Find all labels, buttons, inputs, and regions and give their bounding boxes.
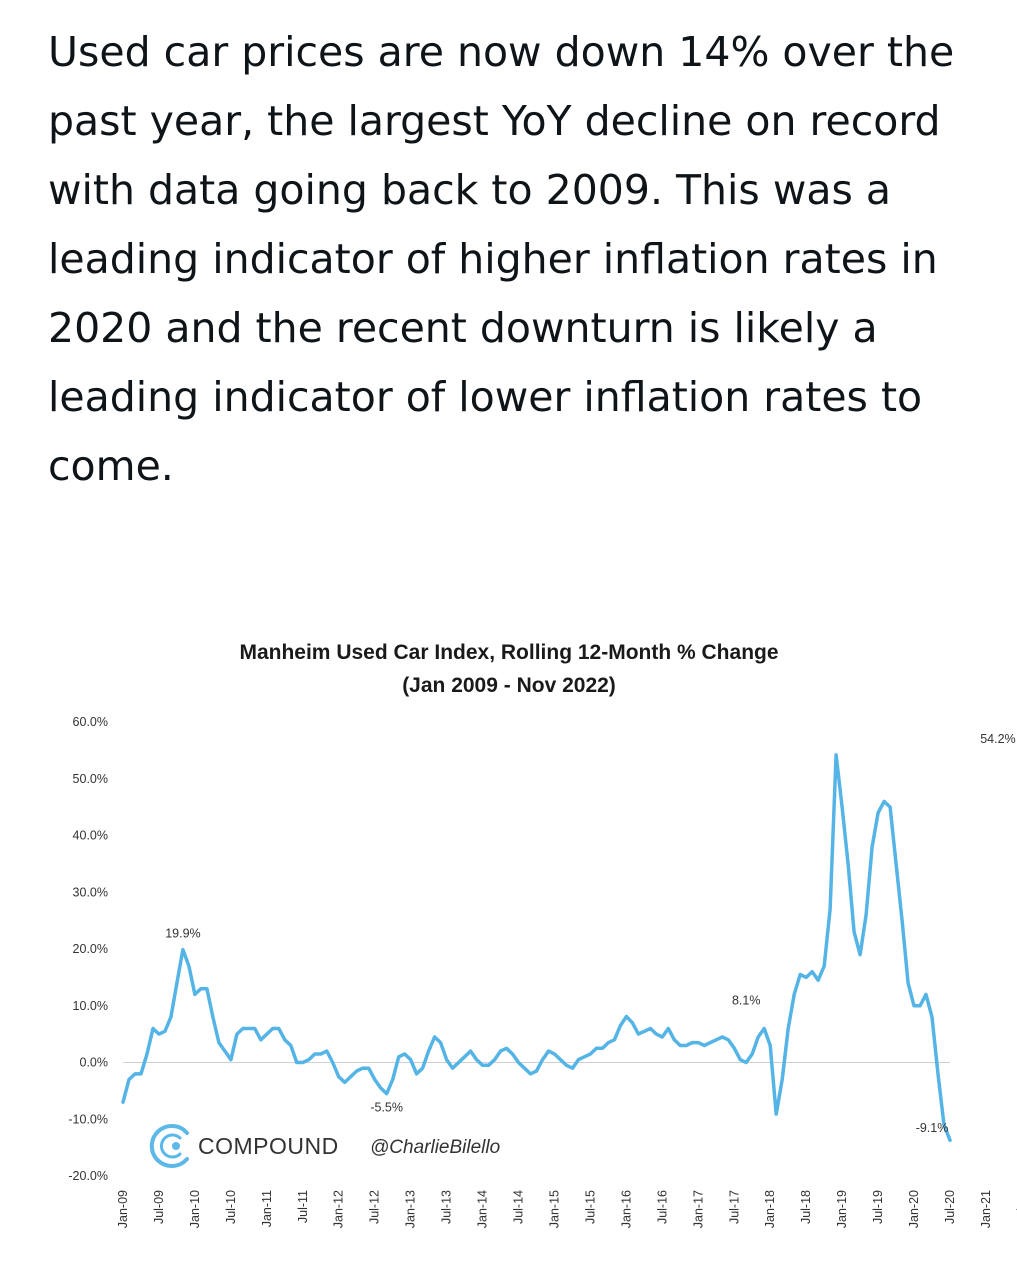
x-tick-label: Jan-15 xyxy=(547,1190,561,1228)
data-label: 19.9% xyxy=(165,927,200,941)
x-tick-label: Jul-19 xyxy=(871,1190,885,1224)
y-tick-label: 50.0% xyxy=(73,772,108,786)
tweet-text: Used car prices are now down 14% over th… xyxy=(48,28,955,490)
compound-logo-icon xyxy=(149,1124,189,1168)
chart-svg: Manheim Used Car Index, Rolling 12-Month… xyxy=(68,641,1017,1228)
data-label: 8.1% xyxy=(732,994,761,1008)
compound-watermark: COMPOUND @CharlieBilello xyxy=(149,1124,500,1168)
x-tick-label: Jan-14 xyxy=(476,1190,490,1228)
data-annotations: 19.9%-5.5%8.1%-9.1%54.2%-13.7% xyxy=(165,732,1015,1135)
x-tick-label: Jul-18 xyxy=(799,1190,813,1224)
y-tick-label: -10.0% xyxy=(68,1112,108,1126)
x-tick-label: Jul-16 xyxy=(655,1190,669,1224)
x-tick-label: Jan-11 xyxy=(260,1190,274,1227)
x-tick-label: Jul-20 xyxy=(943,1190,957,1224)
chart-container: Manheim Used Car Index, Rolling 12-Month… xyxy=(0,620,1017,1280)
x-tick-label: Jan-10 xyxy=(188,1190,202,1228)
series-line xyxy=(121,753,952,1142)
x-tick-label: Jul-14 xyxy=(512,1190,526,1224)
x-tick-label: Jan-16 xyxy=(619,1190,633,1228)
chart-subtitle: (Jan 2009 - Nov 2022) xyxy=(402,674,616,697)
x-tick-label: Jul-11 xyxy=(296,1190,310,1223)
x-tick-label: Jan-20 xyxy=(907,1190,921,1228)
x-tick-label: Jan-18 xyxy=(763,1190,777,1228)
x-tick-label: Jul-09 xyxy=(152,1190,166,1224)
x-tick-label: Jan-19 xyxy=(835,1190,849,1228)
data-label: -9.1% xyxy=(916,1121,949,1135)
y-axis-ticks: 60.0% 50.0% 40.0% 30.0% 20.0% 10.0% 0.0% -10.0%… xyxy=(68,715,108,1183)
x-axis-ticks: Jan-09 Jul-09 Jan-10 Jul-10 Jan-11 Jul-11 Jan-… xyxy=(116,1190,1017,1228)
y-tick-label: 60.0% xyxy=(73,715,108,729)
x-tick-label: Jul-17 xyxy=(727,1190,741,1224)
watermark-brand: COMPOUND xyxy=(198,1133,339,1159)
y-tick-label: 30.0% xyxy=(73,885,108,899)
watermark-handle: @CharlieBilello xyxy=(370,1137,500,1158)
x-tick-label: Jul-15 xyxy=(583,1190,597,1224)
x-tick-label: Jul-12 xyxy=(368,1190,382,1224)
x-tick-label: Jul-21 xyxy=(1015,1190,1017,1224)
y-tick-label: 20.0% xyxy=(73,942,108,956)
x-tick-label: Jan-21 xyxy=(979,1190,993,1228)
y-tick-label: 40.0% xyxy=(73,829,108,843)
x-tick-label: Jan-17 xyxy=(691,1190,705,1228)
x-tick-label: Jan-12 xyxy=(332,1190,346,1228)
chart-title: Manheim Used Car Index, Rolling 12-Month… xyxy=(239,641,778,664)
x-tick-label: Jul-13 xyxy=(440,1190,454,1224)
y-tick-label: 10.0% xyxy=(73,999,108,1013)
x-tick-label: Jul-10 xyxy=(224,1190,238,1224)
y-tick-label: -20.0% xyxy=(68,1169,108,1183)
x-tick-label: Jan-09 xyxy=(116,1190,130,1228)
data-label: 54.2% xyxy=(980,732,1015,746)
x-tick-label: Jan-13 xyxy=(404,1190,418,1228)
data-label: -5.5% xyxy=(370,1101,403,1115)
y-tick-label: 0.0% xyxy=(80,1056,109,1070)
